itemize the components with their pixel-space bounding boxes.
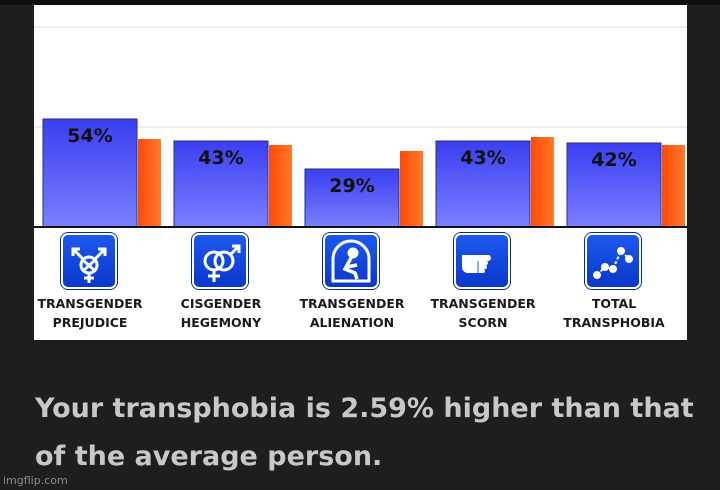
value-label-4: 42% <box>591 149 636 171</box>
bar-average-0 <box>138 139 161 227</box>
transgender-symbol-icon <box>61 233 117 289</box>
imgflip-watermark: imgflip.com <box>3 474 68 487</box>
value-label-0: 54% <box>67 125 112 147</box>
category-label-scorn: TRANSGENDER SCORN <box>430 296 536 330</box>
bar-you-0 <box>42 118 138 228</box>
value-label-2: 29% <box>329 175 374 197</box>
cisgender-symbols-icon <box>192 233 248 289</box>
isolated-person-icon <box>323 233 379 289</box>
result-caption: Your transphobia is 2.59% higher than th… <box>35 393 694 472</box>
bar-you-2 <box>304 168 400 228</box>
bar-average-3 <box>531 137 554 227</box>
line-graph-icon <box>585 233 641 289</box>
category-label-hegemony: CISGENDER HEGEMONY <box>180 296 262 330</box>
category-label-alienation: TRANSGENDER ALIENATION <box>299 296 405 330</box>
bar-average-2 <box>400 151 423 227</box>
bar-you-3 <box>435 140 531 228</box>
category-label-total: TOTAL TRANSPHOBIA <box>563 296 665 330</box>
value-label-1: 43% <box>198 147 243 169</box>
top-border <box>0 0 720 5</box>
bar-average-1 <box>269 145 292 227</box>
category-label-prejudice: TRANSGENDER PREJUDICE <box>37 296 143 330</box>
pointing-hand-icon <box>454 233 510 289</box>
value-label-3: 43% <box>460 147 505 169</box>
bar-average-4 <box>662 145 685 227</box>
bar-chart: 54% 43% 29% 43% 42% <box>34 26 687 228</box>
bar-you-1 <box>173 140 269 228</box>
bar-you-4 <box>566 142 662 228</box>
chart-panel: 54% 43% 29% 43% 42% <box>34 5 687 340</box>
